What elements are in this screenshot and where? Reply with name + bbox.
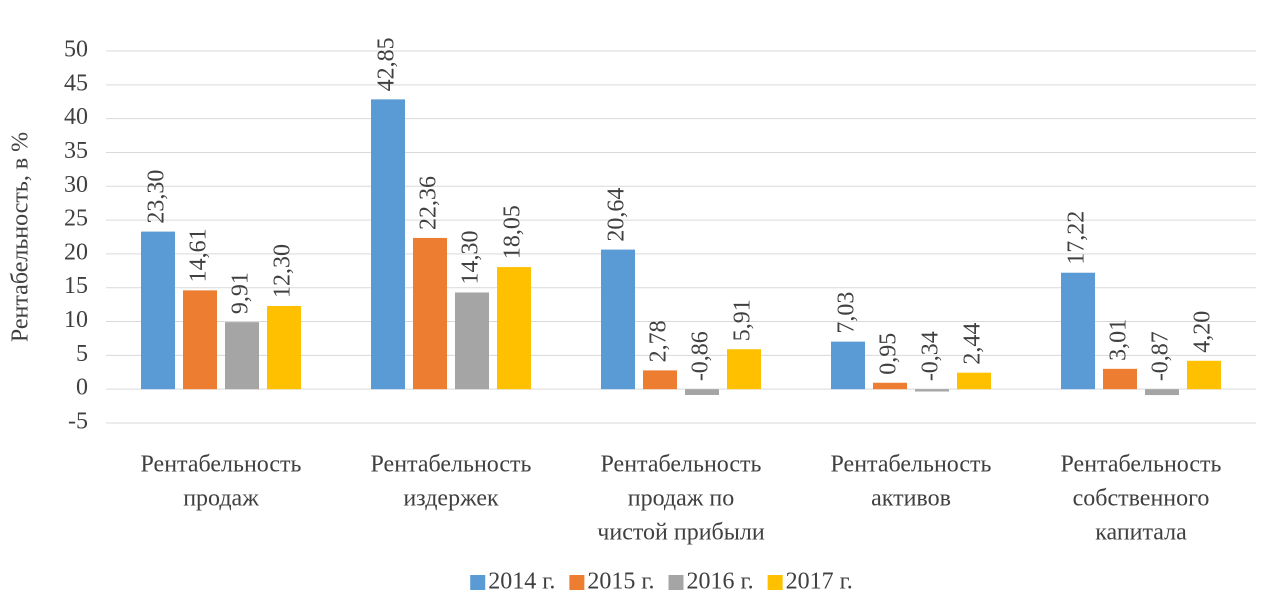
data-label: 2,44: [960, 323, 986, 365]
legend: 2014 г. 2015 г. 2016 г. 2017 г.: [470, 569, 853, 595]
y-axis-label: Рентабельность, в %: [8, 132, 34, 342]
y-tick-label: 20: [64, 239, 88, 265]
bar: [957, 372, 991, 390]
data-label: 23,30: [144, 170, 170, 224]
legend-label: 2016 г.: [687, 569, 754, 595]
data-label: 42,85: [374, 37, 400, 91]
data-label: 18,05: [500, 205, 526, 259]
legend-swatch: [470, 575, 486, 590]
bar: [685, 389, 719, 395]
bar: [225, 322, 259, 390]
x-tick-label: Рентабельность: [601, 452, 762, 478]
x-tick-label: Рентабельность: [371, 452, 532, 478]
y-tick-label: 40: [64, 104, 88, 130]
x-tick-label: Рентабельность: [141, 452, 302, 478]
data-label: 22,36: [416, 176, 442, 230]
bar: [1145, 389, 1179, 396]
bar: [141, 231, 175, 390]
y-tick-label: 35: [64, 138, 88, 164]
x-tick-label: продаж: [183, 486, 259, 512]
data-label: 14,61: [186, 228, 212, 282]
data-label: 7,03: [834, 292, 860, 334]
legend-label: 2015 г.: [587, 569, 654, 595]
legend-label: 2014 г.: [488, 569, 555, 595]
data-label: 14,30: [458, 230, 484, 284]
data-label: 17,22: [1064, 211, 1090, 265]
bar: [267, 305, 301, 390]
data-label: 4,20: [1190, 311, 1216, 353]
x-tick-label: Рентабельность: [1061, 452, 1222, 478]
data-label: 12,30: [270, 244, 296, 298]
legend-swatch: [569, 575, 585, 590]
data-label: -0,34: [918, 331, 944, 381]
y-tick-label: 10: [64, 307, 88, 333]
y-tick-label: 15: [64, 273, 88, 299]
y-tick-label: 0: [76, 375, 88, 401]
bar: [413, 237, 447, 390]
data-label: 3,01: [1106, 319, 1132, 361]
data-label: -0,87: [1148, 331, 1174, 381]
x-tick-label: капитала: [1095, 520, 1187, 546]
legend-label: 2017 г.: [786, 569, 853, 595]
data-label: -0,86: [688, 331, 714, 381]
bar: [1103, 368, 1137, 390]
bar: [831, 341, 865, 390]
data-label: 5,91: [730, 299, 756, 341]
bar: [497, 267, 531, 390]
x-tick-label: издержек: [403, 486, 499, 512]
bar: [1187, 360, 1221, 390]
bar: [601, 249, 635, 390]
x-tick-label: Рентабельность: [831, 452, 992, 478]
data-label: 2,78: [646, 320, 672, 362]
bar: [455, 292, 489, 390]
data-label: 9,91: [228, 272, 254, 314]
bar: [183, 290, 217, 390]
x-tick-label: чистой прибыли: [597, 520, 765, 546]
data-label: 20,64: [604, 188, 630, 242]
y-tick-label: 30: [64, 172, 88, 198]
y-tick-label: -5: [68, 409, 88, 435]
data-label: 0,95: [876, 333, 902, 375]
legend-swatch: [767, 575, 783, 590]
bar: [873, 382, 907, 390]
bar: [643, 370, 677, 390]
bar: [1061, 272, 1095, 390]
bar: [727, 349, 761, 390]
legend-swatch: [668, 575, 684, 590]
bar: [915, 389, 949, 392]
y-tick-label: 5: [76, 341, 88, 367]
x-tick-label: активов: [871, 486, 951, 512]
y-tick-label: 25: [64, 206, 88, 232]
y-tick-label: 50: [64, 37, 88, 63]
y-tick-label: 45: [64, 70, 88, 96]
x-tick-label: продаж по: [628, 486, 734, 512]
x-tick-label: собственного: [1073, 486, 1210, 512]
bar: [371, 99, 405, 390]
